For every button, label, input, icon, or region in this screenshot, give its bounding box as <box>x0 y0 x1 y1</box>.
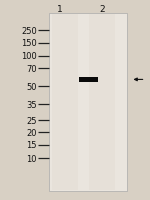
Text: 100: 100 <box>21 52 37 61</box>
Bar <box>49 14 127 191</box>
Bar <box>79 78 98 82</box>
Text: 150: 150 <box>21 39 37 48</box>
Text: 1: 1 <box>57 5 63 13</box>
Text: 15: 15 <box>26 140 37 149</box>
Text: 25: 25 <box>26 116 37 125</box>
Text: 50: 50 <box>26 83 37 91</box>
Text: 2: 2 <box>99 5 105 13</box>
Text: 35: 35 <box>26 100 37 109</box>
Text: 20: 20 <box>26 128 37 137</box>
Text: 10: 10 <box>26 154 37 163</box>
Bar <box>52 15 78 190</box>
Bar <box>89 15 115 190</box>
Text: 70: 70 <box>26 65 37 73</box>
Text: 250: 250 <box>21 27 37 35</box>
